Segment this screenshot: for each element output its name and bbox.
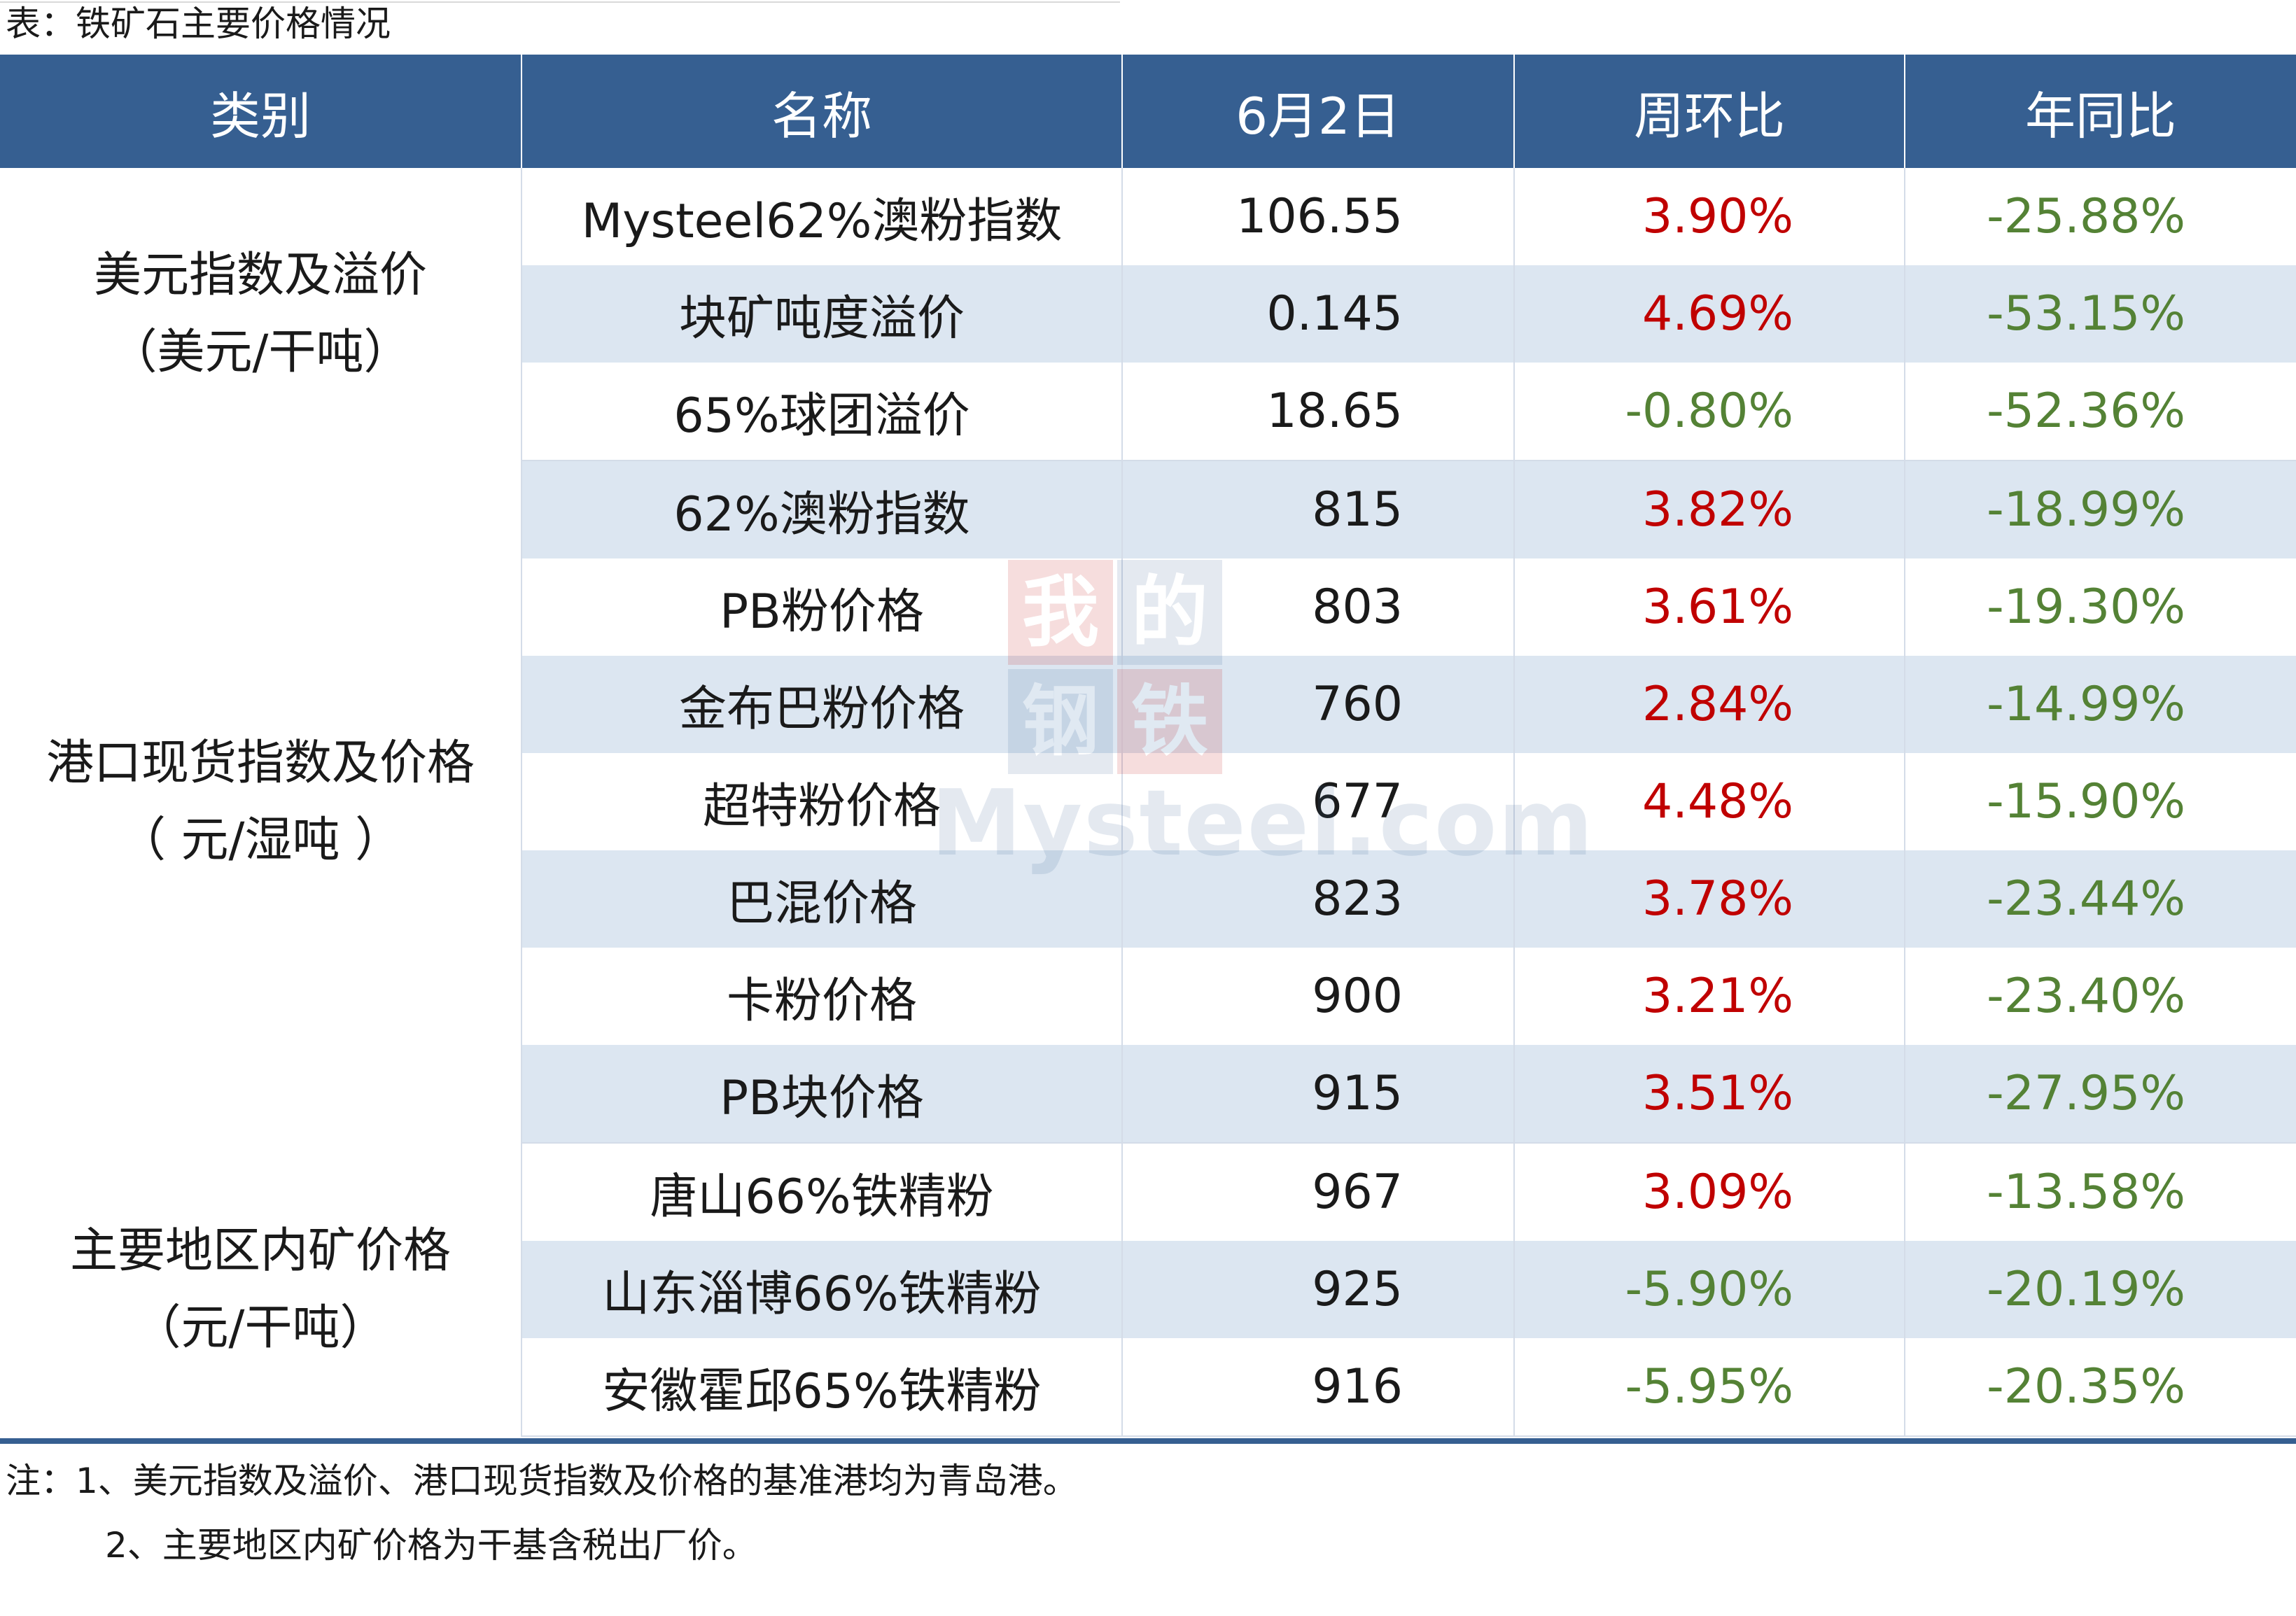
header-year-change: 年同比 bbox=[1904, 55, 2296, 168]
top-rule bbox=[0, 1, 1120, 3]
year-change-cell: -27.95% bbox=[1904, 1045, 2296, 1144]
price-value-cell: 18.65 bbox=[1121, 363, 1514, 461]
table-row: 主要地区内矿价格 （元/干吨） 唐山66%铁精粉 967 3.09% -13.58% bbox=[0, 1143, 2296, 1436]
week-change-cell: 3.78% bbox=[1513, 850, 1905, 948]
category-title: 港口现货指数及价格 bbox=[46, 735, 475, 791]
footnote-2: 2、主要地区内矿价格为干基含税出厂价。 bbox=[105, 1525, 757, 1566]
price-value-cell: 915 bbox=[1121, 1045, 1514, 1144]
item-name-cell: 安徽霍邱65%铁精粉 bbox=[521, 1338, 1122, 1437]
year-change-cell: -18.99% bbox=[1904, 461, 2296, 558]
table-row: 金布巴粉价格 760 2.84% -14.99% bbox=[0, 656, 2296, 753]
category-cell: 美元指数及溢价 （美元/干吨） bbox=[0, 168, 522, 461]
category-title: 美元指数及溢价 bbox=[93, 248, 427, 303]
price-value-cell: 803 bbox=[1121, 558, 1514, 656]
table-header-row: 类别 名称 6月2日 周环比 年同比 bbox=[0, 55, 2296, 168]
price-value-cell: 823 bbox=[1121, 850, 1514, 948]
item-name-cell: 块矿吨度溢价 bbox=[521, 265, 1122, 363]
year-change-cell: -19.30% bbox=[1904, 558, 2296, 656]
table-row: 块矿吨度溢价 0.145 4.69% -53.15% bbox=[0, 265, 2296, 363]
category-unit: （美元/干吨） bbox=[109, 325, 412, 380]
table-row: 港口现货指数及价格 （ 元/湿吨 ） 62%澳粉指数 815 3.82% -18.99% bbox=[0, 461, 2296, 1143]
table-body: 美元指数及溢价 （美元/干吨） Mysteel62%澳粉指数 106.55 3.90% -… bbox=[0, 168, 2296, 1437]
header-category: 类别 bbox=[0, 55, 522, 168]
week-change-cell: -5.90% bbox=[1513, 1241, 1905, 1338]
year-change-cell: -53.15% bbox=[1904, 265, 2296, 363]
price-value-cell: 106.55 bbox=[1121, 168, 1514, 265]
footnote-1: 注：1、美元指数及溢价、港口现货指数及价格的基准港均为青岛港。 bbox=[6, 1461, 1078, 1501]
week-change-cell: 2.84% bbox=[1513, 656, 1905, 753]
category-title: 主要地区内矿价格 bbox=[69, 1223, 451, 1279]
week-change-cell: -5.95% bbox=[1513, 1338, 1905, 1437]
table-row: 安徽霍邱65%铁精粉 916 -5.95% -20.35% bbox=[0, 1338, 2296, 1437]
item-name-cell: 62%澳粉指数 bbox=[521, 461, 1122, 558]
item-name-cell: 山东淄博66%铁精粉 bbox=[521, 1241, 1122, 1338]
category-unit: （元/干吨） bbox=[133, 1300, 388, 1356]
price-value-cell: 760 bbox=[1121, 656, 1514, 753]
week-change-cell: 3.82% bbox=[1513, 461, 1905, 558]
year-change-cell: -20.19% bbox=[1904, 1241, 2296, 1338]
category-unit: （ 元/湿吨 ） bbox=[118, 812, 403, 868]
week-change-cell: -0.80% bbox=[1513, 363, 1905, 461]
table-row: 65%球团溢价 18.65 -0.80% -52.36% bbox=[0, 363, 2296, 461]
bottom-rule bbox=[0, 1438, 2296, 1444]
week-change-cell: 4.69% bbox=[1513, 265, 1905, 363]
table-caption: 表：铁矿石主要价格情况 bbox=[6, 3, 391, 44]
price-value-cell: 916 bbox=[1121, 1338, 1514, 1437]
year-change-cell: -23.40% bbox=[1904, 948, 2296, 1045]
item-name-cell: 金布巴粉价格 bbox=[521, 656, 1122, 753]
item-name-cell: 超特粉价格 bbox=[521, 753, 1122, 850]
price-value-cell: 677 bbox=[1121, 753, 1514, 850]
header-week-change: 周环比 bbox=[1513, 55, 1905, 168]
item-name-cell: PB块价格 bbox=[521, 1045, 1122, 1144]
table-row: 山东淄博66%铁精粉 925 -5.90% -20.19% bbox=[0, 1241, 2296, 1338]
week-change-cell: 4.48% bbox=[1513, 753, 1905, 850]
item-name-cell: 唐山66%铁精粉 bbox=[521, 1143, 1122, 1241]
week-change-cell: 3.51% bbox=[1513, 1045, 1905, 1144]
price-value-cell: 815 bbox=[1121, 461, 1514, 558]
price-value-cell: 925 bbox=[1121, 1241, 1514, 1338]
item-name-cell: PB粉价格 bbox=[521, 558, 1122, 656]
year-change-cell: -52.36% bbox=[1904, 363, 2296, 461]
iron-ore-price-table: 类别 名称 6月2日 周环比 年同比 美元指数及溢价 （美元/干吨） Mysteel… bbox=[0, 55, 2296, 1437]
week-change-cell: 3.21% bbox=[1513, 948, 1905, 1045]
week-change-cell: 3.90% bbox=[1513, 168, 1905, 265]
year-change-cell: -15.90% bbox=[1904, 753, 2296, 850]
year-change-cell: -13.58% bbox=[1904, 1143, 2296, 1241]
year-change-cell: -23.44% bbox=[1904, 850, 2296, 948]
table-row: 美元指数及溢价 （美元/干吨） Mysteel62%澳粉指数 106.55 3.90% -… bbox=[0, 168, 2296, 461]
item-name-cell: 巴混价格 bbox=[521, 850, 1122, 948]
table-row: PB粉价格 803 3.61% -19.30% bbox=[0, 558, 2296, 656]
price-value-cell: 967 bbox=[1121, 1143, 1514, 1241]
price-value-cell: 900 bbox=[1121, 948, 1514, 1045]
header-date: 6月2日 bbox=[1121, 55, 1514, 168]
year-change-cell: -25.88% bbox=[1904, 168, 2296, 265]
table-row: PB块价格 915 3.51% -27.95% bbox=[0, 1045, 2296, 1144]
week-change-cell: 3.09% bbox=[1513, 1143, 1905, 1241]
price-value-cell: 0.145 bbox=[1121, 265, 1514, 363]
table-row: 卡粉价格 900 3.21% -23.40% bbox=[0, 948, 2296, 1045]
header-name: 名称 bbox=[521, 55, 1122, 168]
item-name-cell: 65%球团溢价 bbox=[521, 363, 1122, 461]
item-name-cell: 卡粉价格 bbox=[521, 948, 1122, 1045]
table-row: 巴混价格 823 3.78% -23.44% bbox=[0, 850, 2296, 948]
table-row: 超特粉价格 677 4.48% -15.90% bbox=[0, 753, 2296, 850]
year-change-cell: -14.99% bbox=[1904, 656, 2296, 753]
category-cell: 主要地区内矿价格 （元/干吨） bbox=[0, 1143, 522, 1436]
year-change-cell: -20.35% bbox=[1904, 1338, 2296, 1437]
week-change-cell: 3.61% bbox=[1513, 558, 1905, 656]
category-cell: 港口现货指数及价格 （ 元/湿吨 ） bbox=[0, 461, 522, 1143]
item-name-cell: Mysteel62%澳粉指数 bbox=[521, 168, 1122, 265]
